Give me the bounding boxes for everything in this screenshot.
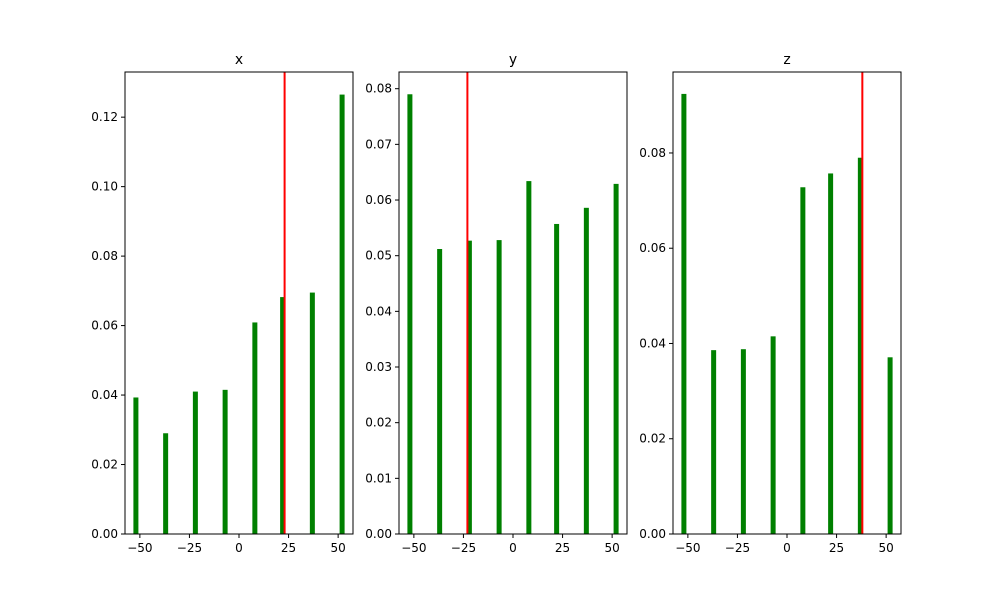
y-tick-label: 0.08 (91, 249, 118, 263)
y-tick-label: 0.02 (639, 432, 666, 446)
bar (681, 93, 687, 534)
y-tick-label: 0.04 (365, 304, 392, 318)
y-tick-label: 0.06 (365, 193, 392, 207)
bar (770, 336, 776, 534)
subplot-z: −50 −25 0 25 50 0.00 0.02 0.04 0.06 0.08 z (639, 52, 902, 555)
bar (496, 240, 502, 534)
y-tick-label: 0.02 (91, 458, 118, 472)
y-tick-label: 0.02 (365, 416, 392, 430)
bar (309, 292, 315, 534)
y-tick-label: 0.07 (365, 137, 392, 151)
y-tick-label: 0.06 (639, 241, 666, 255)
y-tick-label: 0.04 (639, 336, 666, 350)
y-tick-label: 0.05 (365, 249, 392, 263)
bar (222, 389, 228, 534)
x-tick-label: 50 (604, 541, 619, 555)
x-tick-label: 0 (783, 541, 791, 555)
subplot-title: y (509, 52, 517, 68)
axes-frame (398, 71, 628, 535)
subplot-title: x (235, 52, 243, 68)
y-tick-label: 0.04 (91, 388, 118, 402)
x-tick-label: 25 (829, 541, 844, 555)
axes-frame (124, 71, 354, 535)
y-tick-label: 0.00 (91, 527, 118, 541)
y-tick-label: 0.10 (91, 180, 118, 194)
bar (437, 249, 443, 534)
bar (711, 350, 717, 534)
x-tick-label: −25 (177, 541, 202, 555)
bar (800, 187, 806, 534)
y-tick-label: 0.00 (639, 527, 666, 541)
bar (613, 183, 619, 534)
x-tick-label: 25 (281, 541, 296, 555)
bar (163, 433, 169, 534)
y-tick-label: 0.08 (365, 82, 392, 96)
y-tick-label: 0.12 (91, 110, 118, 124)
bar (280, 297, 286, 534)
x-tick-label: −25 (725, 541, 750, 555)
subplot-title: z (783, 52, 790, 68)
y-tick-label: 0.01 (365, 471, 392, 485)
bar (252, 322, 258, 534)
bar (339, 94, 345, 534)
x-tick-label: 0 (509, 541, 517, 555)
x-tick-label: 50 (878, 541, 893, 555)
x-tick-label: −50 (127, 541, 152, 555)
bar (554, 223, 560, 534)
bar (133, 397, 139, 534)
y-tick-label: 0.00 (365, 527, 392, 541)
subplot-y: −50 −25 0 25 50 0.00 0.01 0.02 0.03 0.04 0.05 0.06 0… (365, 52, 628, 555)
bar (407, 94, 413, 535)
x-tick-label: −50 (675, 541, 700, 555)
x-tick-label: 0 (235, 541, 243, 555)
x-tick-label: −25 (451, 541, 476, 555)
x-tick-label: −50 (401, 541, 426, 555)
bar (466, 240, 472, 534)
x-tick-label: 25 (555, 541, 570, 555)
bar (526, 181, 532, 534)
bar (887, 357, 893, 534)
y-tick-label: 0.06 (91, 319, 118, 333)
bar (192, 391, 198, 534)
subplot-x: −50 −25 0 25 50 0.00 0.02 0.04 0.06 0.08 0.10 0.12 x (91, 52, 354, 555)
bar (740, 349, 746, 534)
bar (583, 207, 589, 534)
axes-frame (672, 71, 902, 535)
bar (857, 157, 863, 535)
y-tick-label: 0.08 (639, 146, 666, 160)
bar (828, 173, 834, 534)
x-tick-label: 50 (330, 541, 345, 555)
y-tick-label: 0.03 (365, 360, 392, 374)
